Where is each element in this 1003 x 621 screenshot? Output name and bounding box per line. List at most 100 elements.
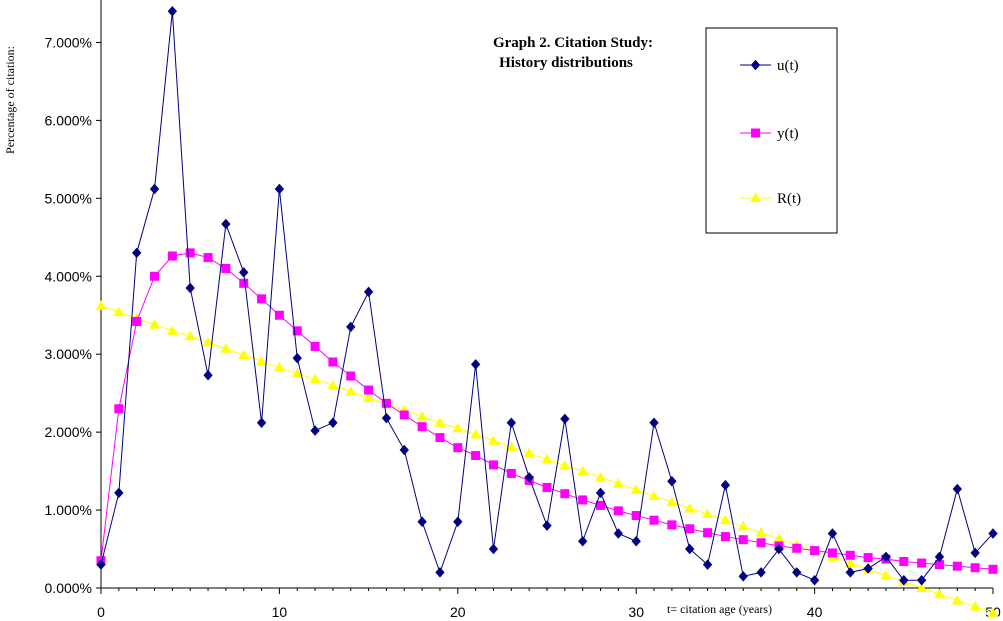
data-point — [720, 532, 730, 542]
data-point — [630, 484, 642, 494]
data-point — [667, 520, 677, 530]
data-point — [363, 392, 374, 402]
data-point — [150, 271, 160, 281]
data-point — [291, 368, 303, 378]
data-point — [239, 278, 249, 288]
data-point — [167, 251, 177, 261]
data-point — [113, 306, 125, 317]
data-point — [987, 607, 999, 617]
data-point — [328, 417, 338, 429]
data-point — [916, 574, 927, 586]
data-point — [756, 538, 766, 548]
data-point — [310, 341, 320, 351]
legend-marker — [750, 59, 761, 71]
data-point — [934, 588, 945, 599]
data-point — [827, 548, 837, 558]
data-point — [613, 478, 624, 488]
data-point — [399, 410, 409, 420]
data-point — [578, 535, 588, 547]
data-point — [685, 543, 695, 555]
y-tick-label: 2.000% — [45, 424, 92, 440]
x-tick-label: 40 — [807, 604, 823, 620]
y-tick-label: 4.000% — [45, 268, 92, 284]
chart-marks — [95, 6, 999, 617]
data-point — [327, 379, 339, 390]
data-point — [435, 567, 445, 578]
data-point — [309, 373, 321, 384]
data-point — [792, 543, 802, 553]
data-point — [684, 502, 696, 513]
data-point — [114, 404, 124, 414]
x-axis-title: t= citation age (years) — [667, 602, 772, 616]
data-point — [685, 524, 695, 534]
data-point — [951, 594, 963, 605]
data-point — [934, 551, 945, 563]
data-point — [756, 567, 766, 578]
data-point — [203, 369, 213, 381]
data-point — [524, 472, 534, 483]
data-point — [185, 282, 195, 294]
data-point — [577, 465, 589, 476]
data-point — [880, 570, 892, 580]
data-point — [899, 557, 909, 567]
data-point — [256, 355, 267, 366]
data-point — [256, 417, 267, 429]
y-tick-label: 5.000% — [45, 190, 92, 206]
data-point — [452, 422, 464, 433]
legend-label: u(t) — [777, 58, 799, 74]
data-point — [649, 515, 659, 525]
data-point — [703, 528, 713, 538]
data-point — [988, 564, 998, 574]
data-point — [863, 563, 873, 574]
data-point — [523, 447, 535, 458]
data-point — [328, 357, 338, 367]
data-point — [560, 489, 570, 499]
data-point — [666, 496, 678, 507]
data-point — [114, 487, 124, 499]
data-point — [417, 516, 427, 528]
y-tick-label: 3.000% — [45, 346, 92, 362]
data-point — [292, 352, 302, 364]
data-point — [773, 533, 785, 543]
axes: 0.000% 1.000% 2.000% 3.000% 4.000% 5.000% 6.00… — [45, 0, 1001, 620]
data-point — [346, 321, 356, 333]
data-point — [988, 528, 998, 539]
data-point — [346, 371, 356, 381]
data-point — [631, 535, 641, 547]
legend-label: R(t) — [777, 191, 801, 207]
data-point — [345, 386, 357, 396]
y-tick-label: 1.000% — [45, 502, 92, 518]
data-point — [702, 508, 713, 518]
y-tick-label: 7.000% — [45, 34, 92, 50]
data-point — [220, 343, 232, 353]
legend-box — [705, 27, 838, 234]
data-point — [416, 411, 428, 421]
data-point — [845, 567, 855, 578]
data-point — [471, 451, 481, 461]
data-point — [702, 559, 713, 570]
series-triangle — [95, 300, 999, 617]
data-point — [970, 563, 980, 573]
data-point — [274, 310, 284, 320]
legend-marker — [750, 192, 761, 202]
data-point — [310, 425, 320, 436]
data-point — [238, 349, 250, 359]
x-tick-label: 20 — [450, 604, 466, 620]
data-point — [720, 479, 731, 491]
data-point — [952, 483, 962, 495]
data-point — [542, 482, 552, 492]
data-point — [470, 428, 481, 439]
chart-title: Graph 2. Citation Study: — [493, 35, 653, 51]
data-point — [916, 582, 927, 592]
data-point — [292, 326, 302, 336]
data-point — [631, 511, 641, 521]
data-point — [809, 574, 820, 586]
y-tick-label: 6.000% — [45, 112, 92, 128]
data-point — [827, 528, 838, 539]
data-point — [560, 413, 570, 425]
data-point — [221, 218, 231, 230]
data-point — [95, 300, 107, 310]
data-point — [453, 443, 463, 453]
data-point — [167, 325, 178, 335]
